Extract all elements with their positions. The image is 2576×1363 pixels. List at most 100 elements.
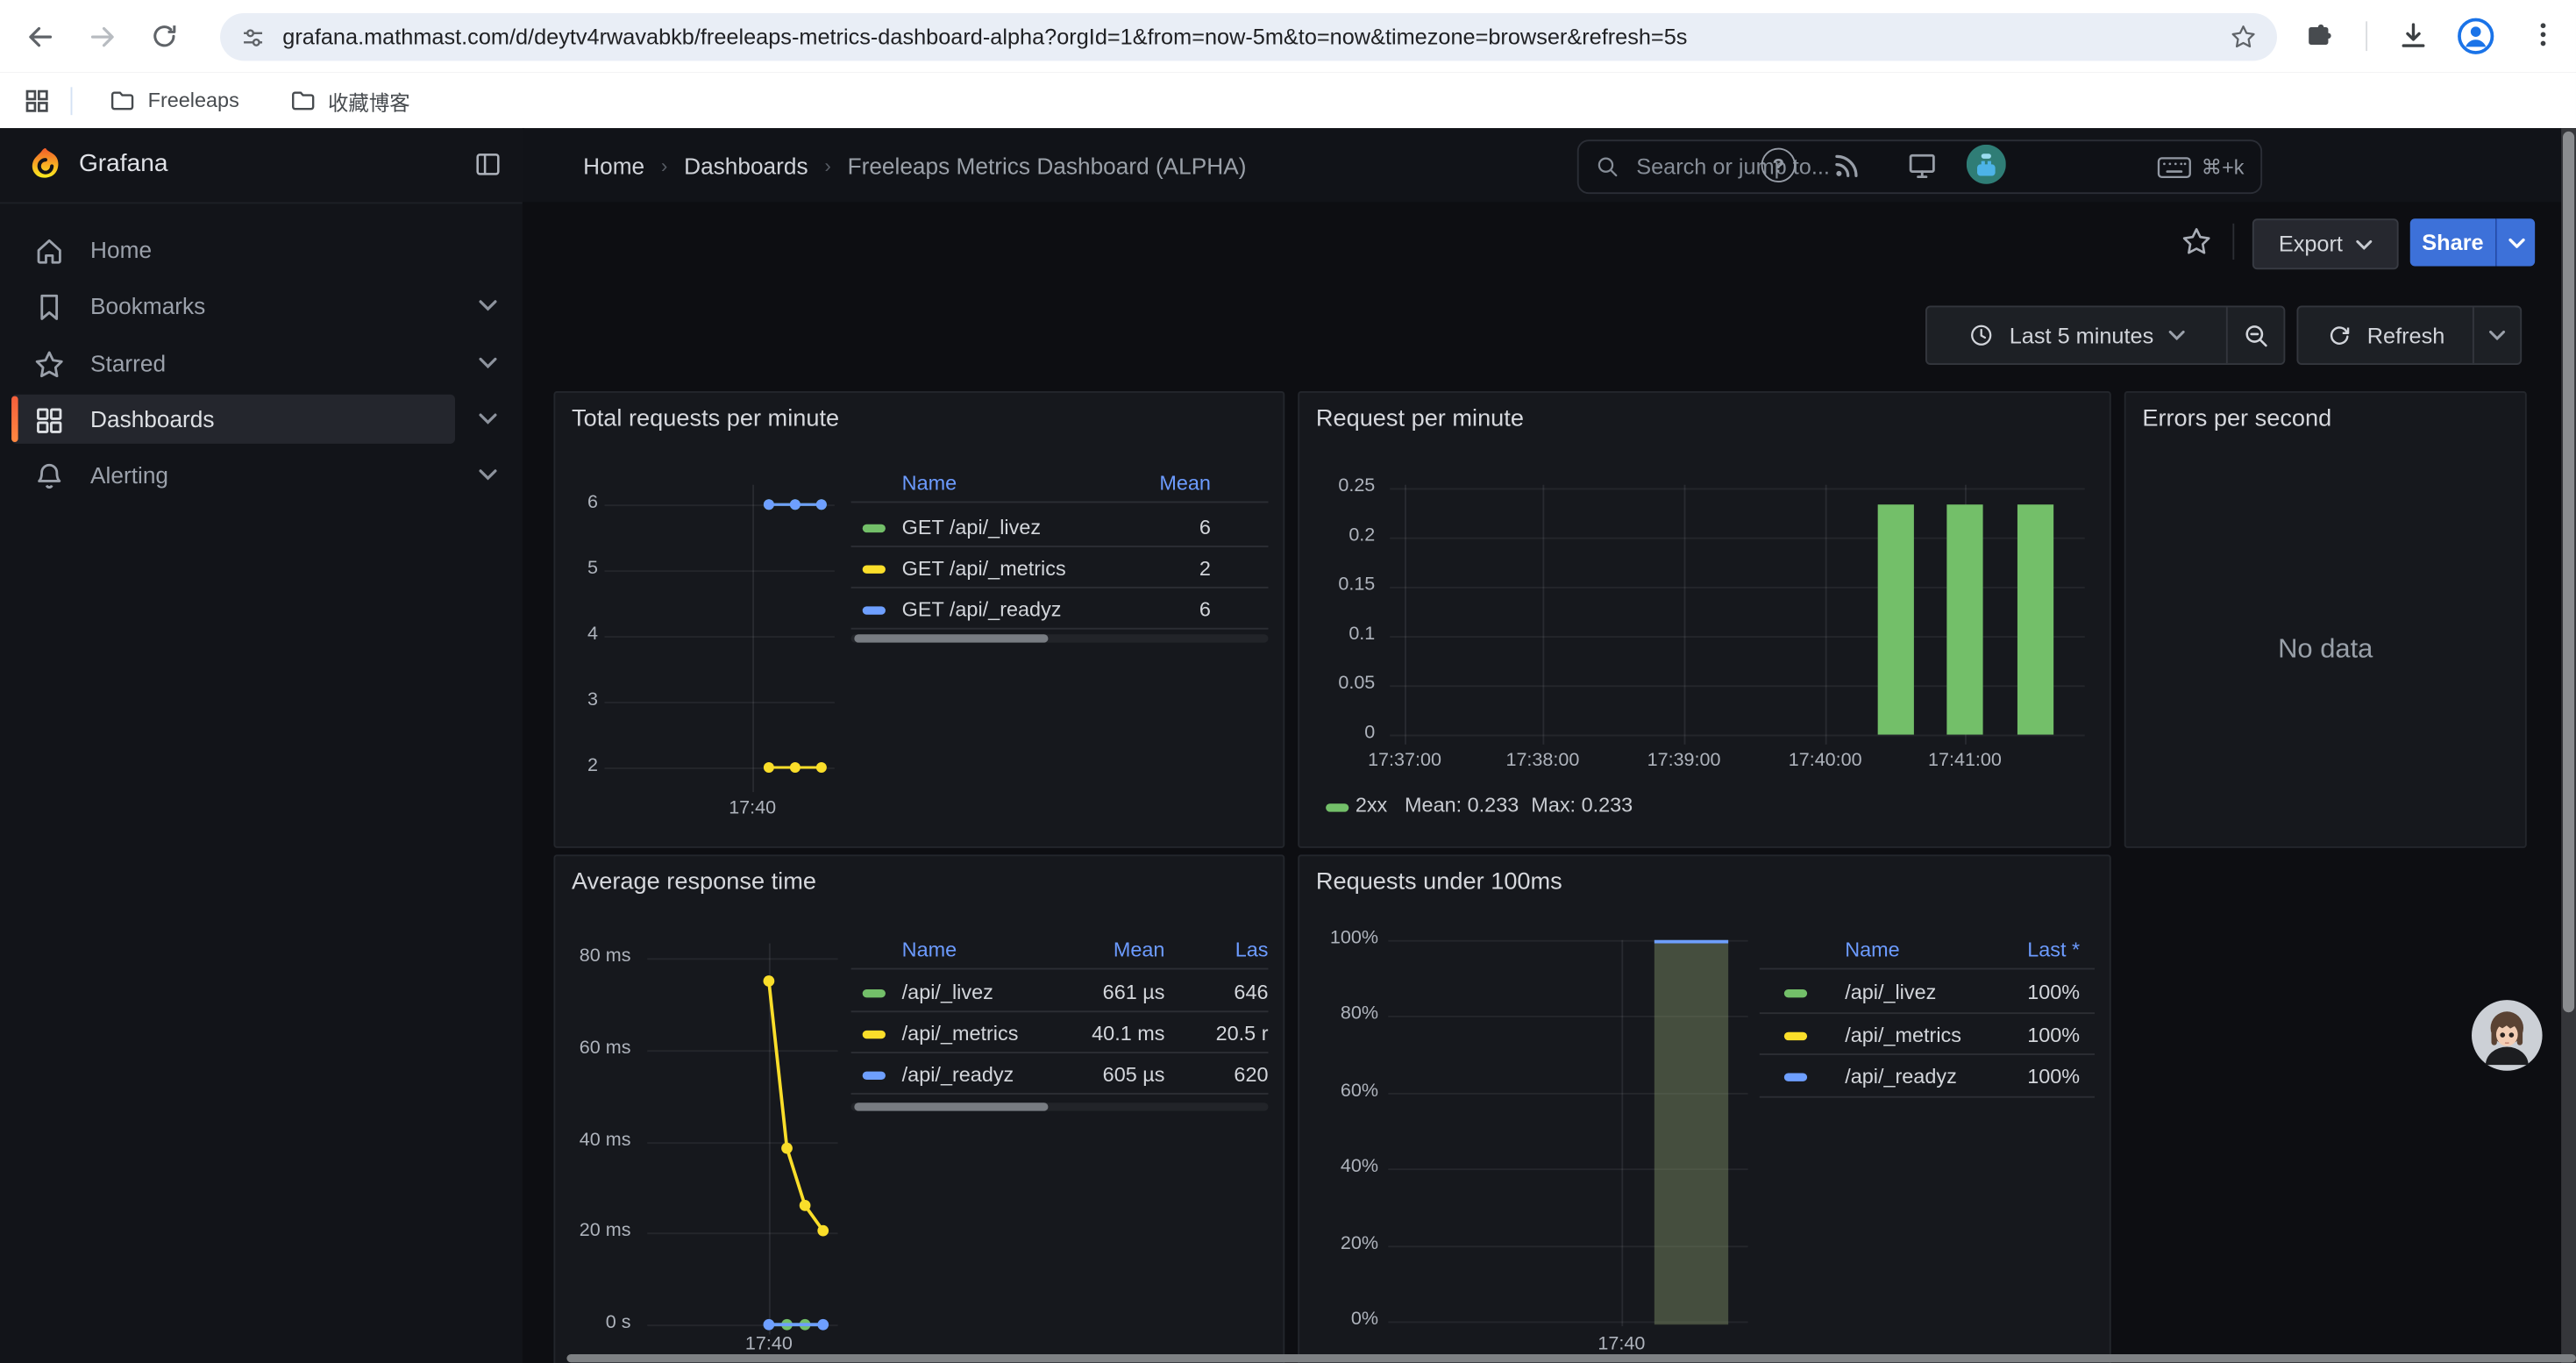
legend-header-value[interactable]: Las — [1137, 938, 1269, 961]
legend-separator — [851, 501, 1269, 503]
legend-scrollbar-thumb[interactable] — [854, 1103, 1048, 1110]
legend-item-name[interactable]: /api/_readyz — [1845, 1065, 1957, 1088]
forward-icon[interactable] — [79, 13, 125, 59]
legend-separator — [851, 628, 1269, 630]
legend-item-name[interactable]: /api/_livez — [902, 981, 993, 1004]
profile-icon[interactable] — [2456, 17, 2495, 56]
folder-icon — [288, 86, 317, 114]
y-axis-label: 60% — [1303, 1081, 1378, 1101]
legend-item-name[interactable]: GET /api/_readyz — [902, 598, 1062, 621]
extensions-icon[interactable] — [2303, 19, 2335, 51]
zoom-out-button[interactable] — [2228, 307, 2284, 363]
panel-toggle-icon[interactable] — [473, 150, 503, 180]
legend-header-value[interactable]: Mean — [1079, 472, 1211, 495]
monitor-icon[interactable] — [1903, 146, 1940, 184]
floating-avatar[interactable] — [2471, 999, 2543, 1071]
y-axis-label: 0.2 — [1303, 526, 1375, 546]
site-info-icon[interactable] — [240, 24, 267, 50]
news-icon[interactable] — [1828, 146, 1866, 184]
legend-series-pill — [1784, 1074, 1807, 1081]
user-avatar[interactable] — [1967, 145, 2006, 184]
export-button[interactable]: Export — [2252, 218, 2399, 269]
gridline-vertical — [1825, 485, 1827, 745]
legend-stat: Mean: 0.233 — [1405, 794, 1519, 817]
app-header: Home›Dashboards›Freeleaps Metrics Dashbo… — [523, 128, 2576, 203]
dashboards-grid-icon — [32, 404, 65, 437]
chevron-down-icon — [2508, 238, 2524, 247]
panel-title[interactable]: Requests under 100ms — [1316, 869, 1562, 896]
legend-series-pill — [863, 525, 886, 532]
back-icon[interactable] — [17, 13, 62, 59]
sidebar-item-dashboards[interactable]: Dashboards — [0, 394, 523, 443]
legend-scrollbar-thumb[interactable] — [854, 634, 1048, 642]
legend-item-value: 100% — [1948, 981, 2080, 1004]
legend-header-value[interactable]: Last * — [1948, 938, 2080, 961]
legend-item-name[interactable]: /api/_metrics — [902, 1022, 1019, 1045]
grafana-brand: Grafana — [79, 150, 168, 178]
grafana-logo[interactable] — [28, 146, 64, 182]
sidebar-item-home[interactable]: Home — [0, 225, 523, 275]
panel-average-response-time: Average response time 80 ms60 ms40 ms20 … — [553, 854, 1284, 1363]
legend-item-name[interactable]: /api/_metrics — [1845, 1024, 1961, 1046]
breadcrumb-item[interactable]: Home — [583, 152, 644, 178]
url-bar[interactable]: grafana.mathmast.com/d/deytv4rwavabkb/fr… — [220, 13, 2277, 61]
x-axis-label: 17:40 — [1568, 1334, 1676, 1353]
bar — [2017, 505, 2053, 735]
refresh-button[interactable]: Refresh — [2298, 307, 2473, 363]
sidebar-header: Grafana — [0, 128, 523, 203]
breadcrumb: Home›Dashboards›Freeleaps Metrics Dashbo… — [583, 128, 1246, 202]
legend-separator — [851, 587, 1269, 589]
bookmark-folder-blogs[interactable]: 收藏博客 — [275, 78, 423, 123]
refresh-label: Refresh — [2367, 323, 2445, 347]
legend-series-pill — [863, 989, 886, 997]
legend-item-name[interactable]: 2xx — [1356, 794, 1387, 817]
panel-title[interactable]: Errors per second — [2142, 406, 2331, 432]
legend-header-name[interactable]: Name — [1845, 938, 1899, 961]
y-axis-label: 0% — [1303, 1309, 1378, 1329]
legend-item-name[interactable]: /api/_livez — [1845, 981, 1936, 1004]
legend-item-name[interactable]: GET /api/_metrics — [902, 557, 1066, 580]
help-icon[interactable]: ? — [1760, 146, 1797, 184]
vertical-scrollbar-thumb[interactable] — [2563, 132, 2574, 1012]
legend-item-name[interactable]: GET /api/_livez — [902, 516, 1041, 539]
x-axis-label: 17:40:00 — [1771, 751, 1880, 770]
toolbar-divider — [2366, 21, 2367, 51]
panel-title[interactable]: Request per minute — [1316, 406, 1524, 432]
bookmark-folder-freeleaps[interactable]: Freeleaps — [96, 80, 253, 121]
chevron-down-icon[interactable] — [478, 300, 497, 313]
share-menu-button[interactable] — [2495, 218, 2535, 266]
bookmark-star-icon[interactable] — [2230, 23, 2258, 51]
sidebar-item-label: Dashboards — [90, 406, 214, 432]
sidebar-item-starred[interactable]: Starred — [0, 338, 523, 387]
legend-header-name[interactable]: Name — [902, 938, 957, 961]
breadcrumb-item[interactable]: Dashboards — [684, 152, 808, 178]
legend-item-value: 6 — [1079, 598, 1211, 621]
legend-item-name[interactable]: /api/_readyz — [902, 1063, 1014, 1086]
search-input[interactable] — [1633, 153, 2157, 181]
panel-title[interactable]: Average response time — [572, 869, 816, 896]
share-button[interactable]: Share — [2410, 218, 2495, 266]
panel-title[interactable]: Total requests per minute — [572, 406, 839, 432]
legend-series-pill — [863, 566, 886, 574]
gridline — [1390, 735, 2085, 737]
time-range-picker[interactable]: Last 5 minutes — [1927, 307, 2228, 363]
chevron-down-icon[interactable] — [478, 468, 497, 482]
bookmarks-bar: Freeleaps 收藏博客 — [0, 72, 2576, 130]
refresh-interval-button[interactable] — [2474, 307, 2520, 363]
clock-icon — [1968, 322, 1995, 348]
bell-icon — [32, 460, 65, 493]
chevron-down-icon[interactable] — [478, 356, 497, 369]
apps-grid-icon[interactable] — [23, 86, 51, 114]
sidebar-item-alerting[interactable]: Alerting — [0, 451, 523, 500]
favorite-star-icon[interactable] — [2180, 225, 2212, 258]
legend-header-name[interactable]: Name — [902, 472, 957, 495]
menu-icon[interactable] — [2529, 19, 2558, 49]
sidebar-item-bookmarks[interactable]: Bookmarks — [0, 282, 523, 331]
folder-icon — [109, 86, 137, 114]
sidebar-item-label: Starred — [90, 349, 166, 375]
chevron-down-icon[interactable] — [478, 412, 497, 425]
reload-icon[interactable] — [141, 13, 187, 59]
bar — [1947, 505, 1983, 735]
download-icon[interactable] — [2397, 19, 2430, 52]
horizontal-scrollbar-thumb[interactable] — [566, 1353, 2576, 1362]
